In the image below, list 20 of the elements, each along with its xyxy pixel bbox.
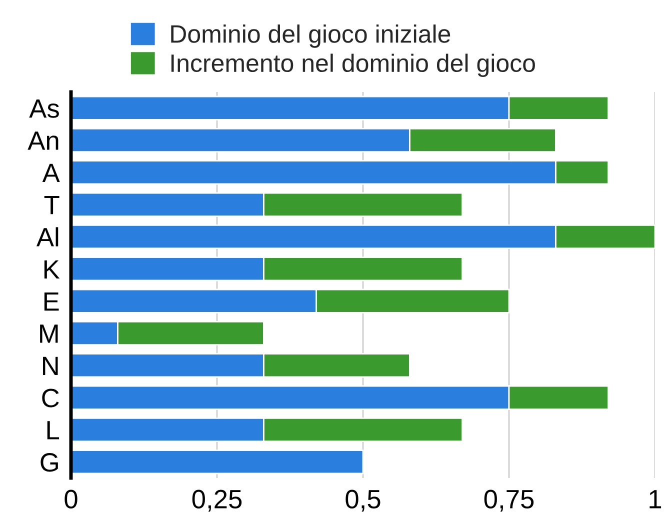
x-tick-label: 1 — [650, 490, 662, 508]
y-tick-label: T — [44, 196, 60, 214]
y-tick-label: L — [47, 421, 60, 440]
y-tick-label: A — [42, 164, 60, 182]
y-tick-label: C — [42, 388, 59, 408]
y-tick-label: G — [40, 453, 58, 472]
y-tick-label: As — [29, 99, 59, 118]
bar — [71, 450, 364, 474]
legend-label: Dominio del gioco iniziale — [171, 24, 450, 48]
y-tick-label: An — [28, 132, 58, 150]
y-tick-label: E — [44, 292, 59, 311]
x-tick-label: 0,5 — [346, 490, 380, 512]
legend-label: Incremento nel dominio del gioco — [171, 54, 535, 77]
y-tick-label: K — [44, 260, 60, 278]
y-tick-label: M — [40, 324, 58, 343]
y-tick-label: Al — [36, 227, 58, 246]
x-tick-label: 0 — [64, 490, 78, 508]
y-tick-label: N — [42, 356, 58, 375]
x-tick-label: 0,25 — [192, 490, 242, 512]
x-tick-label: 0,75 — [484, 490, 534, 512]
